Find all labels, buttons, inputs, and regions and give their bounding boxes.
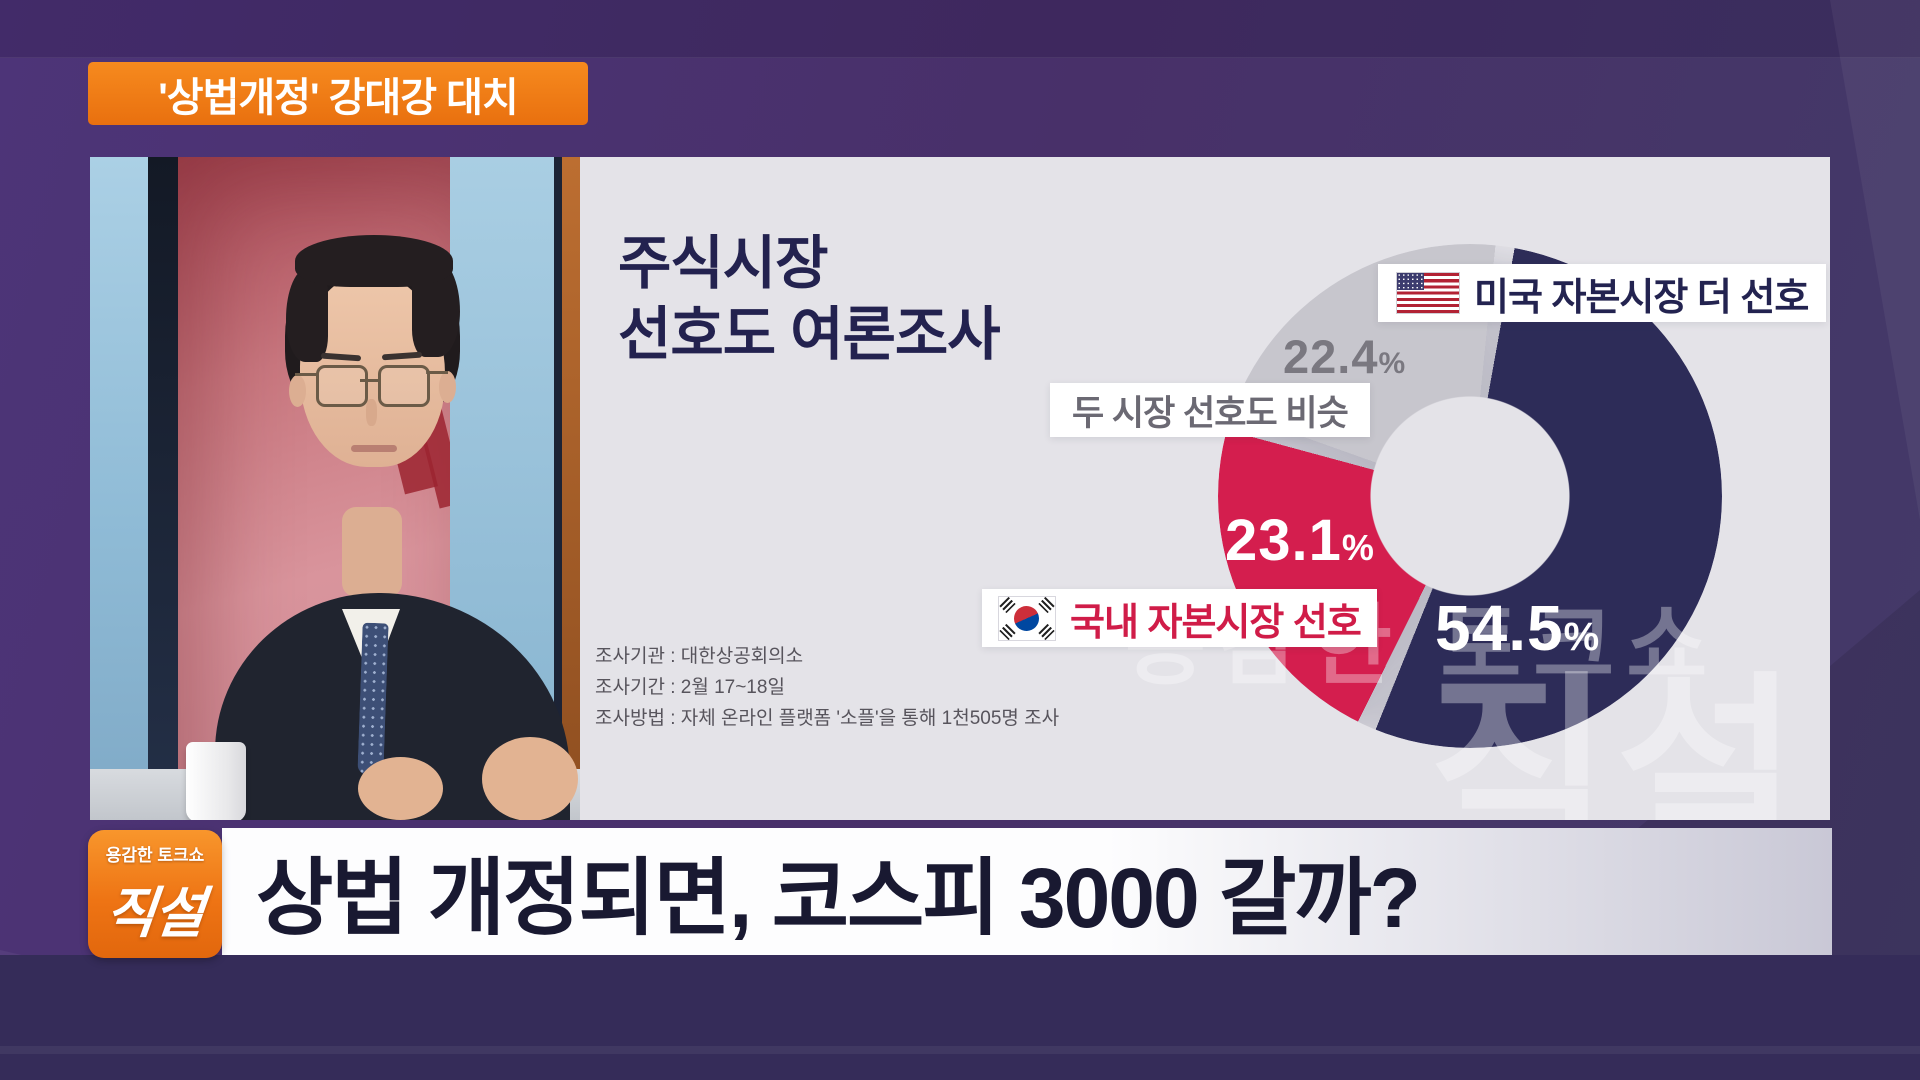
value-domestic: 23.1%	[1225, 508, 1375, 573]
topic-badge-label: '상법개정' 강대강 대치	[158, 75, 518, 120]
legend-similar-label: 두 시장 선호도 비슷	[1050, 383, 1370, 437]
legend-us-label: 미국 자본시장 더 선호	[1378, 264, 1827, 322]
headline-text: 상법 개정되면, 코스피 3000 갈까?	[256, 851, 1421, 945]
survey-note-method: 조사방법 : 자체 온라인 플랫폼 '소플'을 통해 1천505명 조사	[595, 708, 1060, 729]
survey-note-period: 조사기간 : 2월 17~18일	[595, 677, 785, 698]
survey-note-agency: 조사기관 : 대한상공회의소	[595, 646, 804, 667]
legend-kr-label: 국내 자본시장 선호	[982, 589, 1377, 647]
show-logo: 용감한 토크쇼 직설	[88, 830, 222, 958]
guest-mouth	[351, 445, 397, 452]
legend-us-text: 미국 자본시장 더 선호	[1474, 276, 1809, 319]
guest-video-frame	[90, 157, 580, 820]
legend-similar-text: 두 시장 선호도 비슷	[1072, 393, 1349, 433]
glasses-icon	[295, 373, 317, 376]
us-flag-icon	[1396, 272, 1460, 314]
guest-neck	[342, 507, 402, 597]
guest-ear	[439, 371, 456, 403]
guest-tie	[357, 622, 389, 776]
chart-title-line2: 선호도 여론조사	[618, 301, 1001, 367]
background-top-band	[0, 0, 1920, 58]
guest-nose	[366, 399, 377, 426]
show-logo-title: 직설	[102, 881, 207, 944]
info-panel: 주식시장 선호도 여론조사 용감한 토크쇼 직설 미국 자본시장 더 선호 22…	[580, 157, 1830, 820]
chart-title: 주식시장 선호도 여론조사	[618, 229, 1001, 371]
paper-cup	[186, 742, 246, 820]
guest-hair	[295, 235, 453, 287]
studio-divider-line	[554, 157, 562, 820]
survey-notes: 조사기관 : 대한상공회의소 조사기간 : 2월 17~18일 조사방법 : 자…	[595, 641, 1059, 734]
glasses-icon	[426, 371, 448, 374]
studio-orange-pillar	[562, 157, 580, 820]
value-us: 54.5%	[1435, 592, 1601, 664]
guest-hand	[482, 737, 578, 820]
background-bottom-band	[0, 955, 1920, 1080]
donut-chart	[1218, 244, 1722, 748]
headline-banner: 상법 개정되면, 코스피 3000 갈까?	[222, 828, 1832, 955]
studio-dark-pillar	[148, 157, 178, 820]
guest-ear	[289, 375, 306, 407]
legend-kr-text: 국내 자본시장 선호	[1070, 601, 1362, 644]
show-logo-subtitle: 용감한 토크쇼	[105, 845, 205, 865]
topic-badge: '상법개정' 강대강 대치	[88, 62, 588, 125]
floor-highlight	[0, 1046, 1920, 1054]
glasses-icon	[360, 379, 380, 382]
glasses-icon	[316, 365, 368, 407]
chart-title-line1: 주식시장	[618, 231, 828, 296]
kr-flag-icon	[998, 595, 1056, 641]
guest-hand	[358, 757, 443, 820]
value-similar: 22.4%	[1283, 330, 1407, 383]
glasses-icon	[378, 365, 430, 407]
